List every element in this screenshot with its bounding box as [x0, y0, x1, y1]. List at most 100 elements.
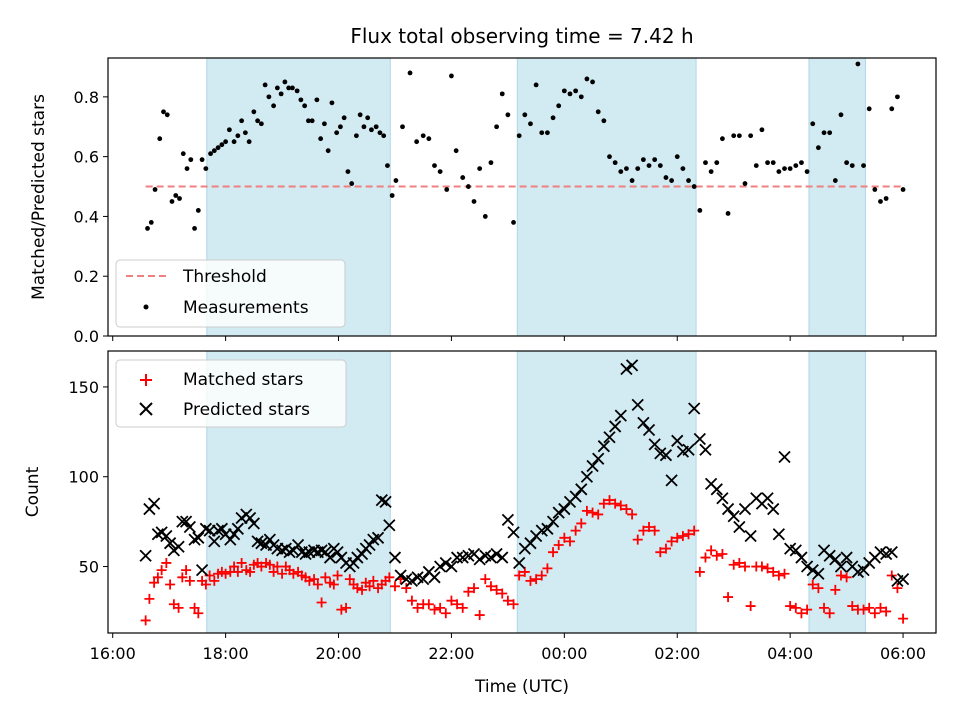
- predicted-star-point: [507, 526, 520, 539]
- predicted-star-point: [160, 529, 173, 543]
- matched-star-point: [406, 595, 417, 606]
- predicted-star-point: [363, 538, 376, 552]
- matched-star-point: [435, 602, 446, 613]
- measurement-point: [298, 97, 304, 103]
- measurement-point: [180, 151, 186, 157]
- predicted-star-point: [439, 556, 452, 570]
- matched-star-point: [756, 561, 767, 572]
- measurement-point: [827, 130, 833, 136]
- x-tick-label: 18:00: [203, 644, 249, 663]
- measurement-point: [211, 148, 217, 154]
- measurement-point: [471, 199, 477, 204]
- predicted-stars-series: [139, 359, 910, 588]
- measurement-point: [414, 139, 420, 145]
- predicted-star-point: [315, 544, 328, 557]
- measurement-point: [511, 220, 516, 225]
- matched-star-point: [536, 570, 547, 581]
- x-tick-label: 22:00: [428, 644, 474, 663]
- measurement-point: [516, 133, 522, 139]
- matched-star-point: [457, 602, 468, 613]
- matched-star-point: [672, 532, 683, 543]
- predicted-star-point: [428, 571, 441, 584]
- matched-star-point: [706, 545, 717, 556]
- measurement-point: [753, 163, 759, 169]
- measurement-point: [855, 61, 861, 67]
- measurement-point: [533, 82, 539, 88]
- measurement-point: [426, 136, 432, 142]
- measurement-point: [173, 193, 179, 198]
- predicted-star-point: [224, 533, 237, 546]
- measurement-point: [373, 124, 379, 130]
- measurement-point: [420, 133, 426, 139]
- measurement-point: [691, 184, 697, 189]
- predicted-star-point: [445, 560, 458, 573]
- matched-star-point: [161, 557, 172, 568]
- measurement-point: [663, 175, 669, 180]
- measurement-point: [177, 196, 182, 201]
- predicted-star-point: [275, 544, 289, 557]
- measurement-point: [145, 225, 150, 231]
- top-legend-box: [115, 259, 346, 328]
- measurement-point: [195, 208, 201, 213]
- measurement-point: [208, 151, 213, 157]
- matched-star-point: [796, 608, 807, 619]
- measurement-point: [646, 163, 652, 169]
- measurement-point: [635, 166, 641, 172]
- predicted-legend-swatch: [139, 402, 153, 416]
- top-panel: 0.00.20.40.60.8 Matched/Predicted stars …: [29, 57, 937, 346]
- matched-star-point: [858, 604, 869, 615]
- measurement-point: [199, 157, 205, 163]
- measurement-point: [184, 166, 190, 172]
- measurement-point: [522, 112, 528, 118]
- matched-star-point: [723, 592, 734, 603]
- matched-star-point: [548, 547, 559, 558]
- measurement-point: [157, 136, 163, 142]
- matched-star-point: [683, 529, 694, 540]
- measurement-point: [708, 169, 714, 174]
- measurement-point: [282, 79, 288, 85]
- predicted-star-point: [812, 567, 825, 580]
- measurement-point: [302, 103, 308, 109]
- matched-star-point: [184, 575, 195, 586]
- predicted-star-point: [857, 563, 870, 577]
- matched-star-point: [389, 581, 400, 592]
- matched-star-point: [598, 498, 609, 509]
- predicted-star-point: [586, 459, 599, 473]
- matched-star-point: [332, 570, 343, 581]
- matched-star-point: [790, 602, 801, 613]
- predicted-star-point: [693, 432, 706, 446]
- measurement-point: [354, 133, 359, 139]
- matched-star-point: [440, 608, 451, 619]
- measurement-point: [338, 124, 343, 130]
- predicted-star-point: [716, 492, 729, 505]
- measurement-point: [223, 139, 229, 145]
- measurement-point: [793, 163, 799, 169]
- matched-star-point: [344, 574, 355, 585]
- measurement-point: [389, 193, 395, 198]
- measurement-point: [329, 100, 335, 106]
- measurement-point: [188, 157, 194, 163]
- predicted-star-point: [789, 544, 802, 557]
- measurement-point: [255, 118, 261, 124]
- matched-star-point: [892, 583, 903, 594]
- predicted-star-point: [299, 547, 312, 561]
- top-y-tick-label: 0.4: [74, 207, 99, 226]
- measurement-point: [624, 166, 629, 172]
- measurement-point: [334, 130, 340, 136]
- matched-star-point: [245, 566, 256, 577]
- measurement-point: [482, 214, 488, 219]
- predicted-star-point: [176, 515, 189, 528]
- matched-star-point: [264, 559, 275, 570]
- measurement-point: [844, 160, 850, 166]
- matched-star-point: [220, 568, 231, 579]
- predicted-legend-label: Predicted stars: [183, 400, 310, 420]
- matched-star-point: [312, 579, 323, 590]
- matched-star-point: [711, 550, 722, 561]
- top-shaded-intervals: [206, 57, 866, 337]
- matched-star-point: [768, 566, 779, 577]
- measurement-point: [686, 178, 691, 183]
- predicted-star-point: [484, 551, 498, 564]
- predicted-star-point: [648, 438, 661, 451]
- measurement-point: [432, 163, 437, 169]
- measurement-point: [377, 130, 383, 136]
